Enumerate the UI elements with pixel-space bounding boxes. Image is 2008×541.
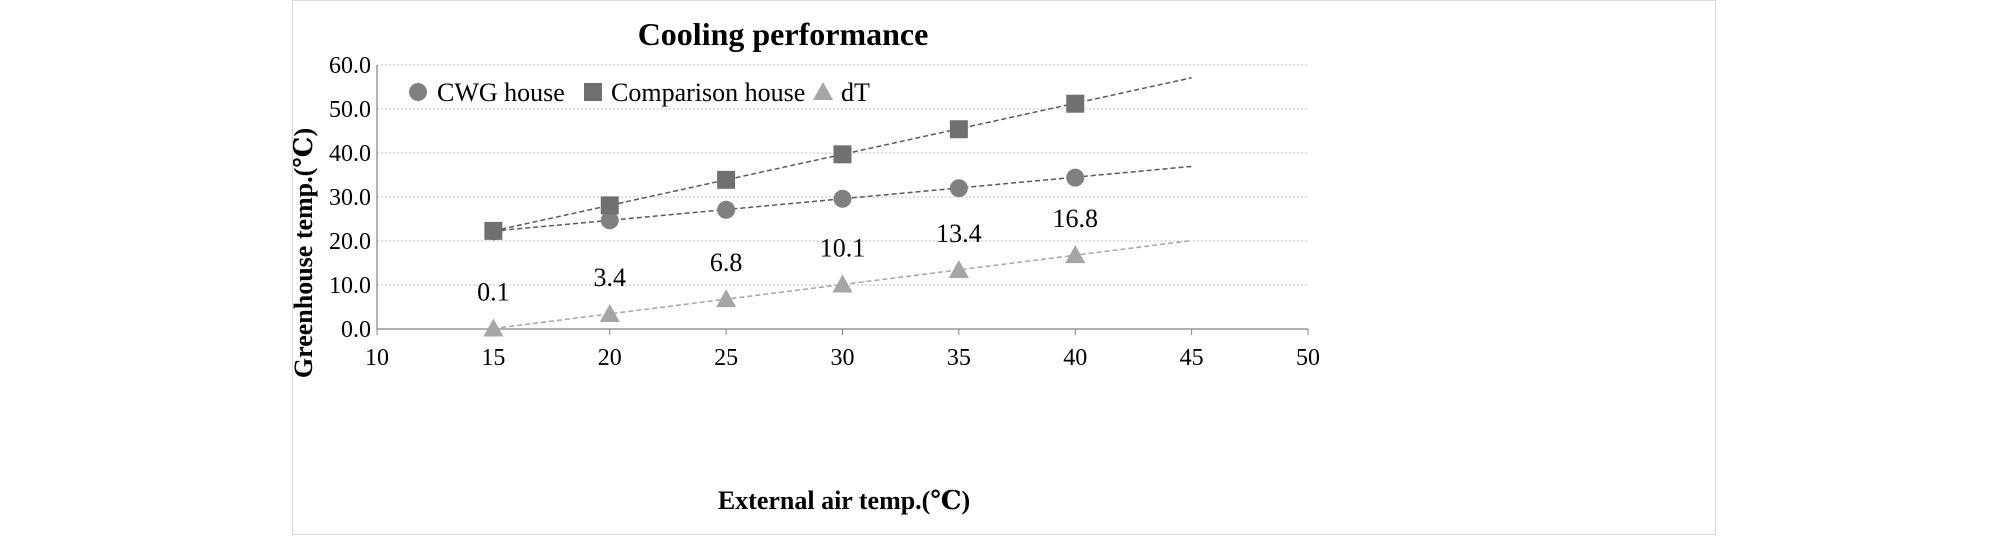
data-point-square	[484, 221, 503, 240]
data-point-square	[1066, 94, 1085, 113]
data-point-square	[600, 196, 619, 215]
data-point-triangle	[1065, 245, 1086, 264]
y-tick-label: 0.0	[341, 317, 371, 343]
data-label: 13.4	[936, 219, 982, 248]
data-point-circle	[949, 179, 968, 198]
data-label: 3.4	[594, 263, 627, 292]
data-label: 16.8	[1053, 204, 1099, 233]
x-tick-label: 35	[947, 345, 971, 371]
y-tick-label: 50.0	[329, 97, 371, 123]
legend-label: Comparison house	[611, 78, 805, 107]
y-tick-label: 10.0	[329, 273, 371, 299]
data-point-square	[717, 170, 736, 189]
legend-marker-triangle	[813, 82, 833, 100]
legend-label: dT	[841, 78, 870, 107]
x-tick-label: 10	[365, 345, 389, 371]
y-axis-title: Greenhouse temp.(℃)	[293, 128, 318, 378]
data-point-circle	[1066, 168, 1085, 187]
data-point-triangle	[483, 318, 504, 337]
data-point-square	[949, 120, 968, 139]
y-tick-label: 30.0	[329, 185, 371, 211]
legend: CWG house Comparison house dT	[409, 78, 870, 107]
chart-title: Cooling performance	[638, 16, 929, 52]
data-label: 10.1	[820, 234, 866, 263]
data-labels: 0.1 3.4 6.8 10.1 13.4 16.8	[477, 204, 1098, 306]
data-label: 6.8	[710, 248, 743, 277]
legend-marker-square	[584, 83, 602, 101]
data-point-circle	[833, 189, 852, 208]
y-tick-label: 20.0	[329, 229, 371, 255]
data-point-triangle	[599, 304, 620, 323]
x-tick-label: 25	[714, 345, 738, 371]
data-point-circle	[717, 200, 736, 219]
data-markers	[483, 94, 1086, 337]
data-point-square	[833, 145, 852, 164]
x-tick-label: 45	[1180, 345, 1204, 371]
x-tick-label: 50	[1296, 345, 1320, 371]
legend-label: CWG house	[437, 78, 565, 107]
data-point-circle	[600, 211, 619, 230]
data-point-triangle	[948, 260, 969, 279]
y-tick-label: 60.0	[329, 53, 371, 79]
legend-marker-circle	[409, 83, 427, 101]
y-tick-label: 40.0	[329, 141, 371, 167]
data-point-triangle	[832, 274, 853, 293]
x-tick-label: 15	[481, 345, 505, 371]
chart-frame: Cooling performance External air temp.(℃…	[289, 0, 1716, 535]
x-tick-label: 30	[831, 345, 855, 371]
data-point-triangle	[716, 289, 737, 308]
axes: 0.0 10.0 20.0 30.0 40.0 50.0 60.0 10 15 20 25 30 35 4…	[329, 53, 1320, 371]
data-label: 0.1	[477, 278, 510, 307]
x-tick-label: 40	[1063, 345, 1087, 371]
x-tick-label: 20	[598, 345, 622, 371]
cooling-performance-chart: Cooling performance External air temp.(℃…	[289, 16, 1320, 515]
x-axis-title: External air temp.(℃)	[718, 486, 970, 515]
